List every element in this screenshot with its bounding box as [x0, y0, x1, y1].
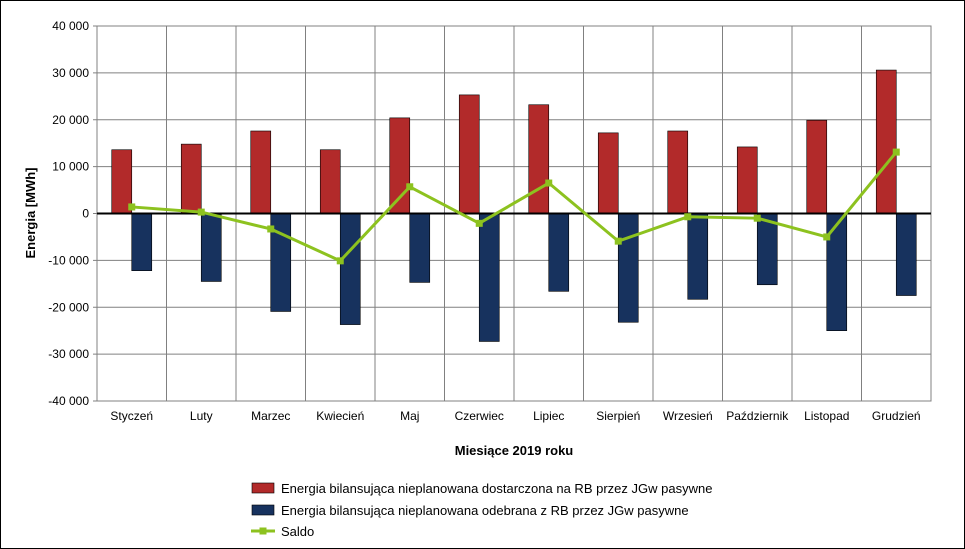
- saldo-point: [892, 148, 900, 156]
- legend-label: Saldo: [281, 524, 314, 539]
- y-tick-label: -40 000: [48, 394, 89, 408]
- legend-label: Energia bilansująca nieplanowana dostarc…: [281, 481, 712, 496]
- saldo-point: [406, 183, 414, 191]
- y-tick-label: -20 000: [48, 300, 89, 314]
- saldo-point: [267, 225, 275, 233]
- bar-dostarczona: [875, 69, 897, 214]
- bar-odebrana: [617, 213, 639, 323]
- bar-odebrana: [131, 213, 153, 271]
- y-tick-label: 20 000: [52, 113, 89, 127]
- x-tick-label: Kwiecień: [316, 409, 364, 423]
- saldo-point: [128, 203, 136, 211]
- bar-dostarczona: [736, 146, 758, 214]
- bar-dostarczona: [180, 143, 202, 214]
- saldo-point: [545, 179, 553, 187]
- saldo-point: [823, 233, 831, 241]
- bar-odebrana: [548, 213, 570, 292]
- x-tick-label: Lipiec: [533, 409, 564, 423]
- legend: Energia bilansująca nieplanowana dostarc…: [251, 481, 712, 539]
- bar-dostarczona: [528, 104, 550, 214]
- y-axis-title: Energia [MWh]: [23, 168, 38, 259]
- x-axis-ticks: Styczeń Luty Marzec Kwiecień Maj Czerwiec Lipi…: [110, 409, 920, 423]
- bar-dostarczona: [806, 119, 828, 214]
- saldo-point: [614, 237, 622, 245]
- saldo-point: [753, 214, 761, 222]
- x-tick-label: Czerwiec: [455, 409, 504, 423]
- saldo-point: [336, 257, 344, 265]
- y-tick-label: 10 000: [52, 160, 89, 174]
- saldo-point: [475, 219, 483, 227]
- bars: [111, 69, 917, 342]
- legend-swatch: [251, 504, 275, 516]
- y-tick-label: 30 000: [52, 66, 89, 80]
- x-axis-title: Miesiące 2019 roku: [455, 443, 574, 458]
- bar-dostarczona: [250, 130, 272, 214]
- y-tick-label: 40 000: [52, 19, 89, 33]
- bar-odebrana: [478, 213, 500, 342]
- x-tick-label: Styczeń: [110, 409, 153, 423]
- x-tick-label: Marzec: [251, 409, 290, 423]
- bar-dostarczona: [458, 94, 480, 214]
- bar-odebrana: [687, 213, 709, 300]
- bar-odebrana: [339, 213, 361, 325]
- x-tick-label: Sierpień: [596, 409, 640, 423]
- bar-odebrana: [895, 213, 917, 296]
- x-tick-label: Grudzień: [872, 409, 921, 423]
- x-tick-label: Październik: [726, 409, 789, 423]
- saldo-point: [684, 213, 692, 221]
- bar-odebrana: [200, 213, 222, 282]
- x-tick-label: Listopad: [804, 409, 849, 423]
- y-axis-ticks: 40 000 30 000 20 000 10 000 0 -10 000 -20 000 -…: [48, 19, 97, 408]
- legend-label: Energia bilansująca nieplanowana odebran…: [281, 503, 689, 518]
- bar-dostarczona: [597, 132, 619, 214]
- y-tick-label: 0: [82, 207, 89, 221]
- saldo-point: [197, 208, 205, 216]
- y-tick-label: -10 000: [48, 253, 89, 267]
- saldo-line: [131, 151, 898, 263]
- legend-swatch: [251, 482, 275, 494]
- bar-odebrana: [409, 213, 431, 283]
- bar-dostarczona: [667, 130, 689, 214]
- y-tick-label: -30 000: [48, 347, 89, 361]
- x-tick-label: Maj: [400, 409, 419, 423]
- x-tick-label: Wrzesień: [663, 409, 713, 423]
- bar-dostarczona: [319, 149, 341, 214]
- x-tick-label: Luty: [190, 409, 213, 423]
- saldo-series: [128, 148, 900, 265]
- legend-marker: [259, 527, 267, 535]
